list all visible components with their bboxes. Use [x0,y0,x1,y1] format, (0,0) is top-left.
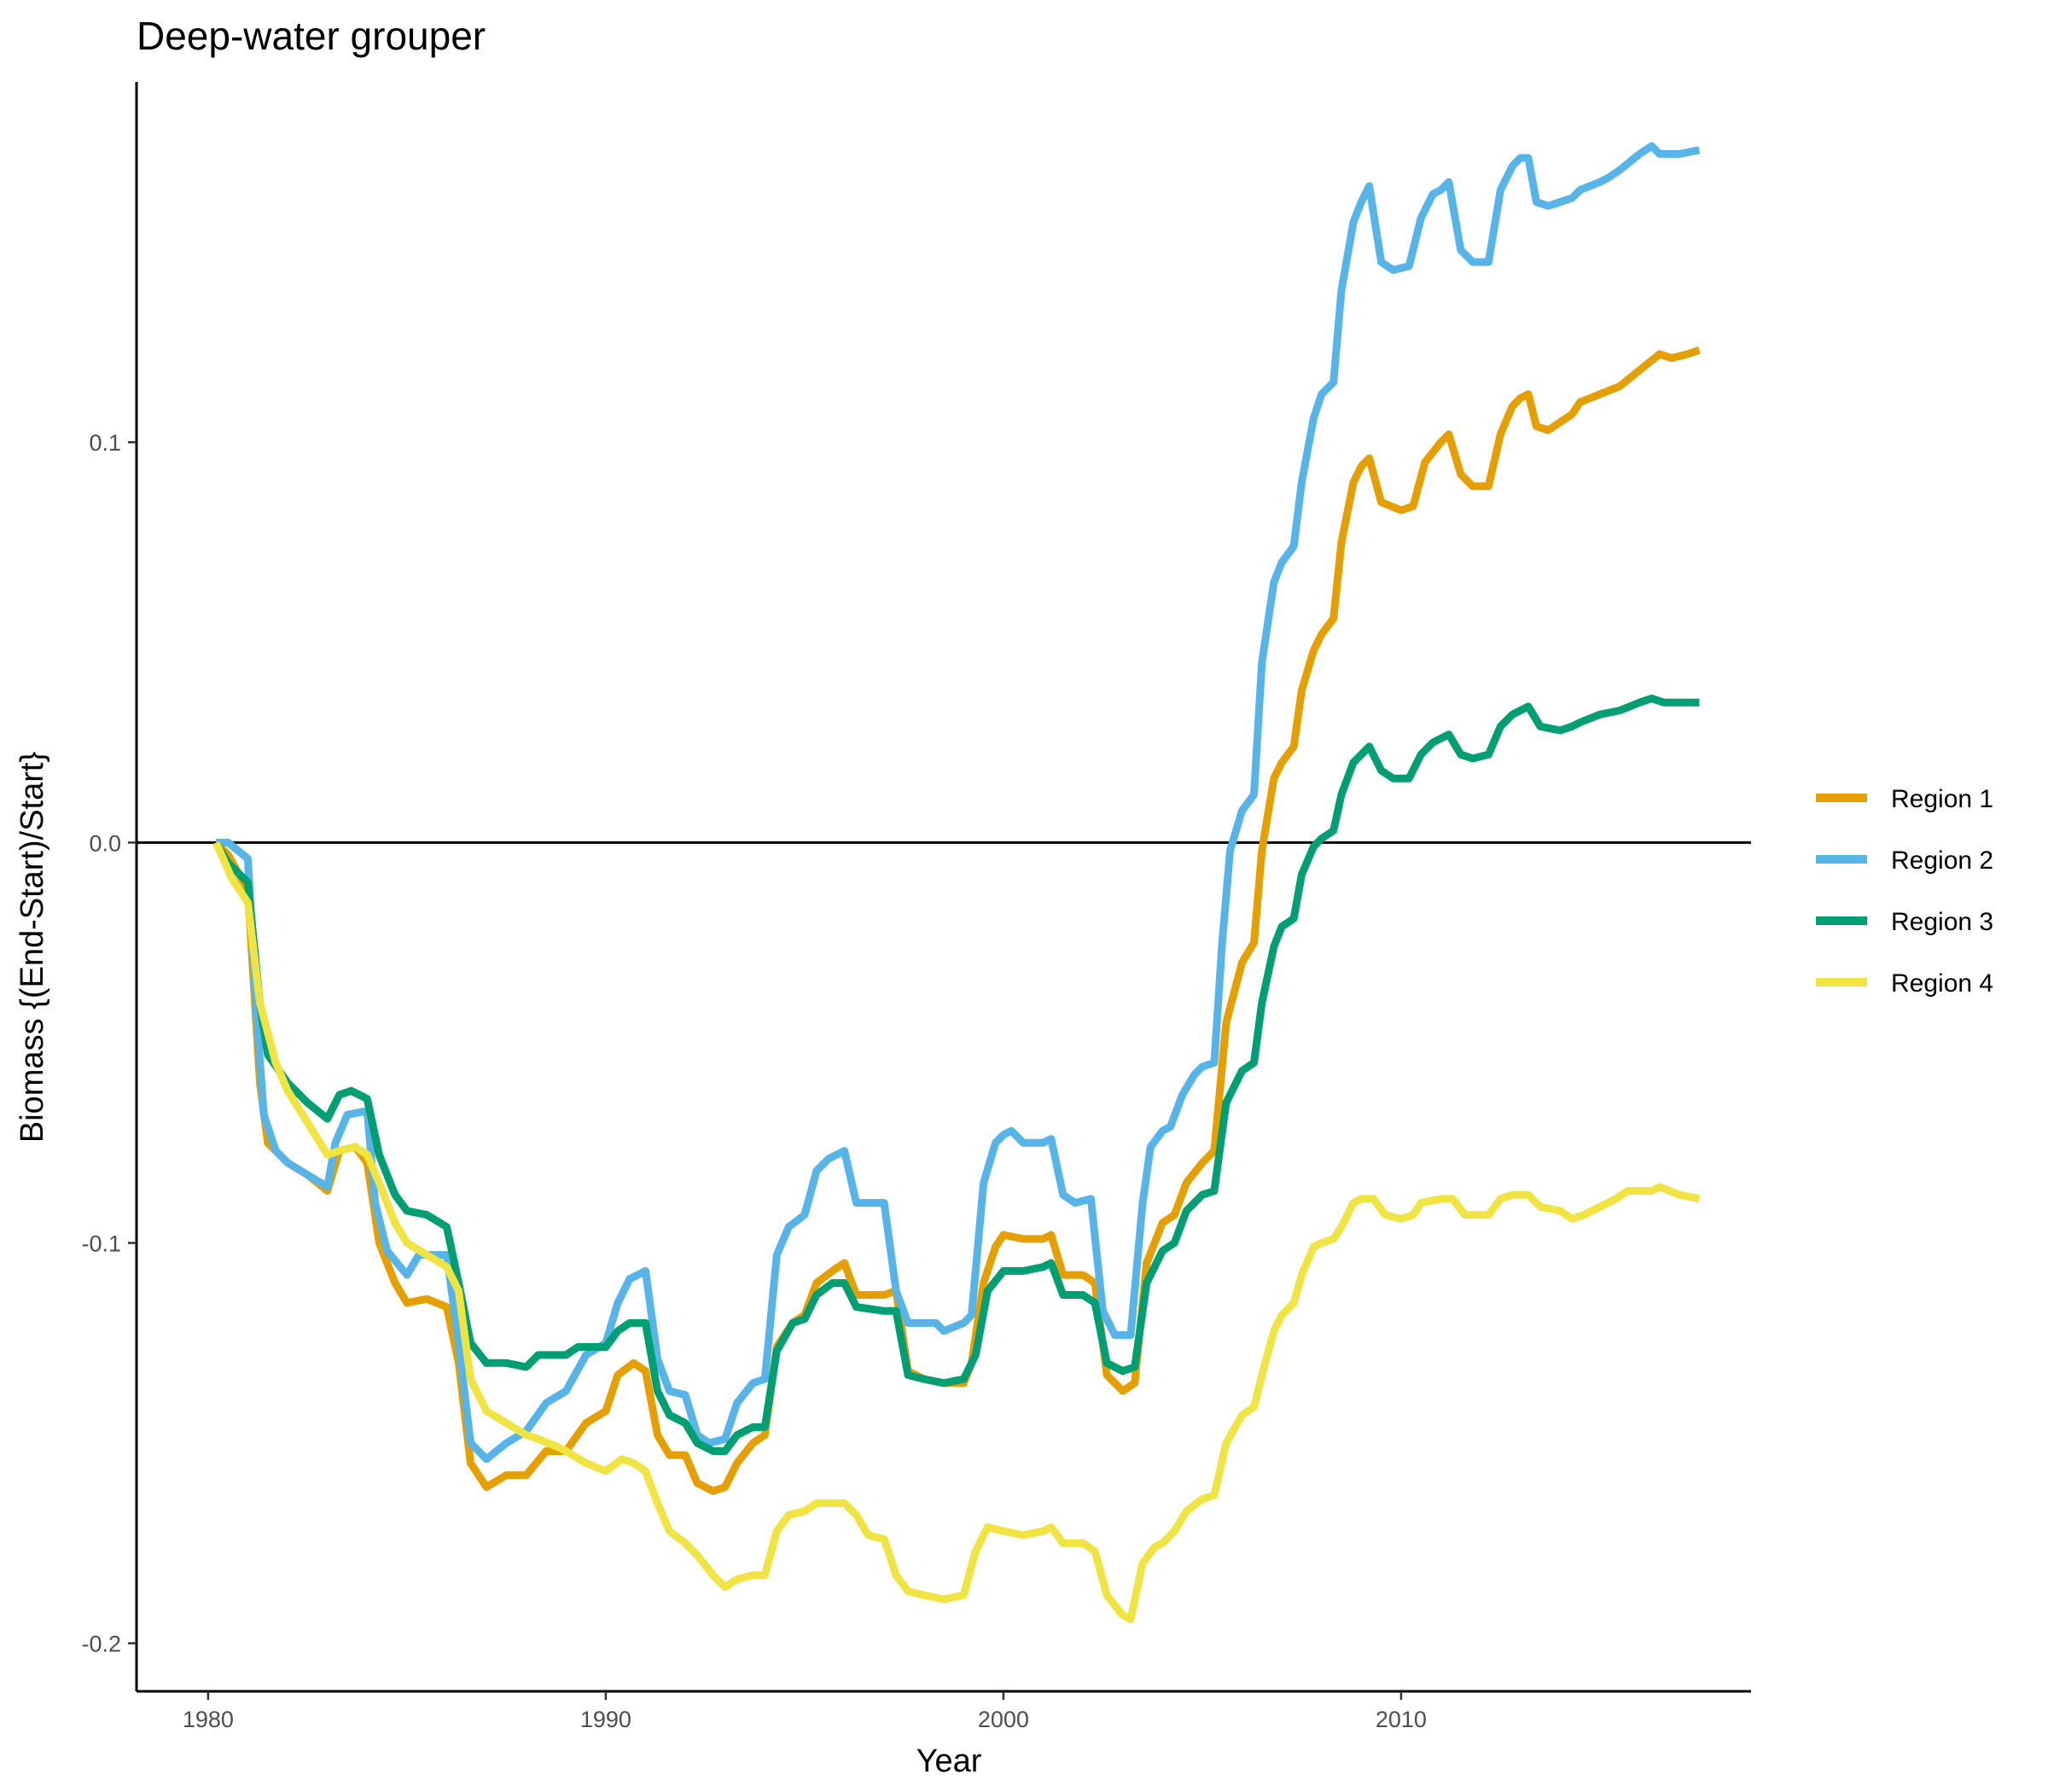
y-axis-title: Biomass {(End-Start)/Start} [15,752,50,1143]
x-tick-label: 1980 [183,1707,234,1732]
series-line-region-1 [213,346,1701,1495]
legend: Region 1 Region 2 Region 3 Region 4 [1816,785,1993,998]
x-axis-ticks: 1980 1990 2000 2010 [183,1691,1427,1732]
legend-label-region-4: Region 4 [1891,969,1993,998]
x-tick-label: 2010 [1376,1707,1427,1732]
series-line-region-3 [212,695,1700,1455]
x-tick-label: 2000 [978,1707,1029,1732]
legend-label-region-3: Region 3 [1891,908,1993,936]
legend-label-region-1: Region 1 [1891,785,1993,813]
y-axis-ticks: -0.2 -0.1 0.0 0.1 [81,430,137,1657]
y-tick-label: 0.1 [89,430,121,456]
x-axis-title: Year [916,1743,982,1779]
chart-title: Deep-water grouper [137,14,486,58]
legend-label-region-2: Region 2 [1891,847,1993,875]
axes-group [135,82,1751,1693]
y-tick-label: -0.2 [81,1632,121,1657]
y-tick-label: 0.0 [89,830,121,856]
series-line-region-4 [212,841,1701,1624]
series-line-region-2 [216,142,1701,1463]
y-tick-label: -0.1 [81,1231,121,1257]
series-group [212,142,1701,1624]
x-tick-label: 1990 [580,1707,631,1732]
